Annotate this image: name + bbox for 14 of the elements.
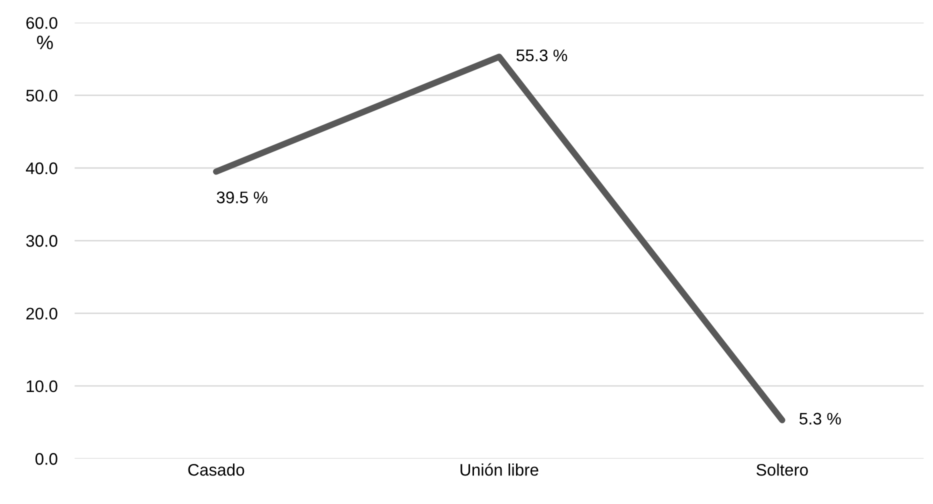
data-label: 55.3 % bbox=[516, 50, 568, 62]
y-tick-label: 60.0 bbox=[26, 17, 58, 29]
data-label: 5.3 % bbox=[800, 412, 841, 425]
y-tick-label: 40.0 bbox=[26, 162, 58, 174]
y-tick-label: 30.0 bbox=[26, 235, 58, 247]
y-tick-label: 10.0 bbox=[26, 380, 58, 392]
y-axis-title: % bbox=[36, 36, 53, 50]
y-tick-label: 20.0 bbox=[26, 308, 58, 320]
x-tick-label: Soltero bbox=[756, 464, 808, 476]
x-tick-label: Unión libre bbox=[460, 463, 538, 476]
y-tick-label: 50.0 bbox=[26, 90, 58, 102]
data-label: 39.5 % bbox=[216, 192, 268, 204]
y-tick-label: 0.0 bbox=[35, 453, 58, 465]
x-tick-label: Casado bbox=[188, 464, 244, 476]
